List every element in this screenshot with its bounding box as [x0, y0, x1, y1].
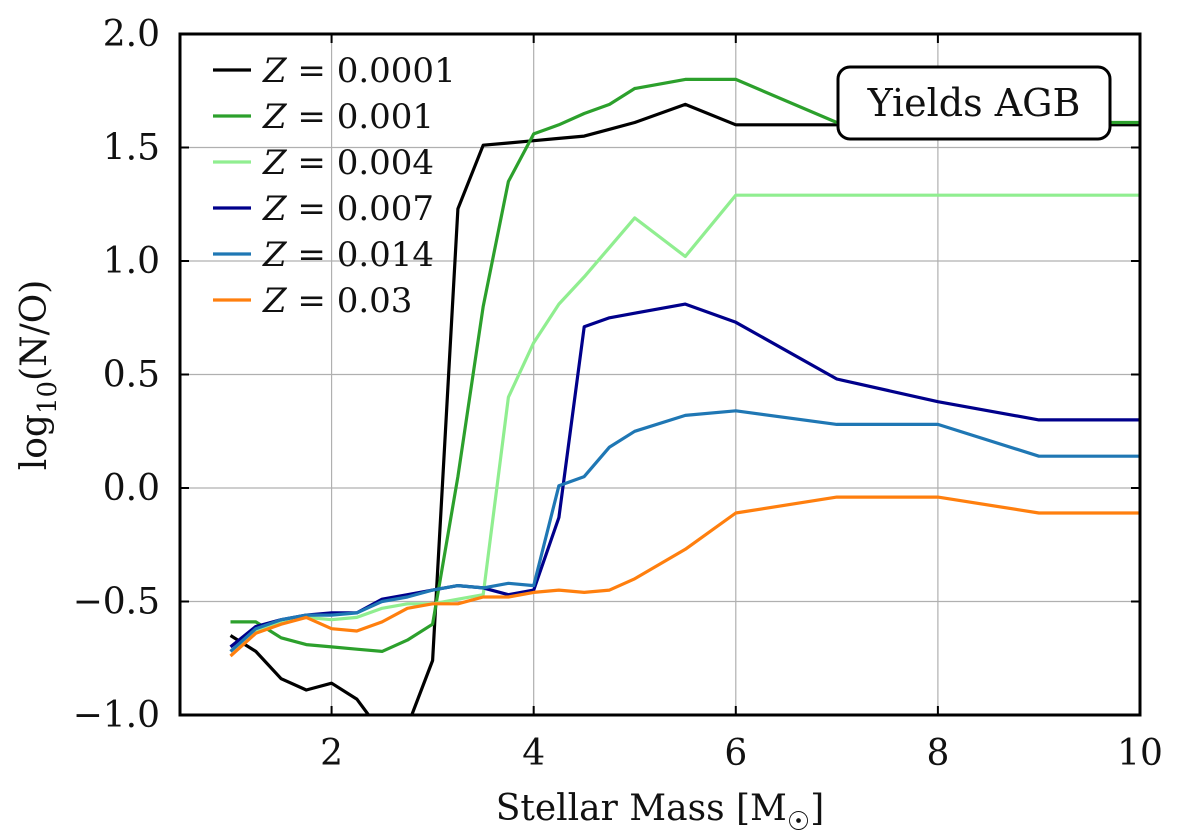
legend-label: Z = 0.004 [262, 143, 434, 183]
y-axis-label-subscript: 10 [33, 381, 63, 414]
y-axis-label: log10(N/O) [14, 280, 63, 471]
y-tick-label: −0.5 [73, 582, 160, 623]
x-axis-label-main: Stellar Mass [M [496, 788, 787, 829]
legend: Z = 0.0001 Z = 0.001 Z = 0.004 Z = 0.007 Z =… [213, 51, 456, 321]
y-tick-label: 0.5 [103, 355, 160, 396]
annotation-box: Yields AGB [836, 65, 1112, 141]
plot-frame [178, 32, 1142, 717]
y-tick-label: 0.0 [103, 468, 160, 509]
y-axis-label-main: log [14, 414, 55, 470]
x-tick-label: 10 [1117, 733, 1163, 774]
x-tick-label: 6 [724, 733, 747, 774]
legend-label: Z = 0.007 [262, 189, 434, 229]
x-axis-label-sun-symbol: ☉ [787, 807, 810, 837]
series-line-z-0-0001 [229, 102, 1140, 715]
annotation-frame [836, 65, 1112, 141]
y-tick-label: 1.0 [103, 241, 160, 282]
x-tick-label: 4 [522, 733, 545, 774]
legend-label: Z = 0.001 [262, 97, 434, 137]
x-tick-label: 2 [320, 733, 343, 774]
series-line-z-0-007 [229, 302, 1140, 649]
legend-label: Z = 0.03 [262, 281, 412, 321]
series-line-z-0-001 [230, 77, 1140, 654]
annotation-text: Yields AGB [867, 81, 1081, 125]
y-axis-label-rest: (N/O) [14, 280, 55, 381]
legend-label: Z = 0.014 [262, 235, 434, 275]
series-line-z-0-004 [229, 193, 1140, 653]
x-axis-label: Stellar Mass [M☉] [496, 788, 825, 837]
y-tick-label: −1.0 [73, 695, 160, 736]
x-axis-label-close: ] [810, 788, 824, 829]
series-line-z-0-03 [229, 495, 1140, 658]
x-tick-label: 8 [926, 733, 949, 774]
series-lines [229, 77, 1140, 715]
legend-label: Z = 0.0001 [262, 51, 456, 91]
y-tick-label: 2.0 [103, 14, 160, 55]
series-line-z-0-014 [229, 409, 1140, 653]
y-tick-label: 1.5 [103, 128, 160, 169]
